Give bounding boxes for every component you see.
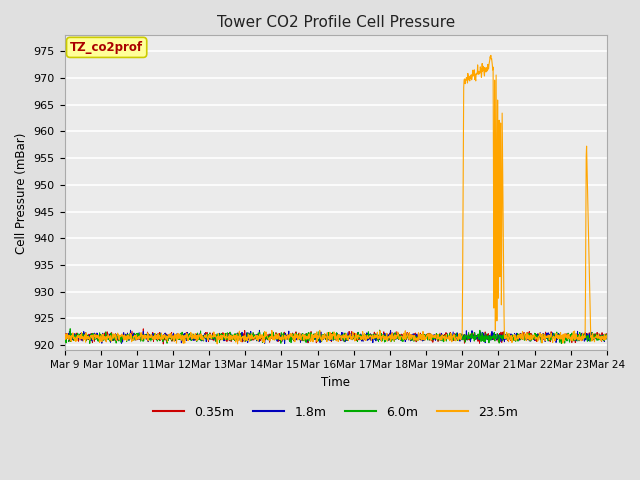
Y-axis label: Cell Pressure (mBar): Cell Pressure (mBar) [15,132,28,253]
Text: TZ_co2prof: TZ_co2prof [70,41,143,54]
X-axis label: Time: Time [321,376,350,389]
Legend: 0.35m, 1.8m, 6.0m, 23.5m: 0.35m, 1.8m, 6.0m, 23.5m [148,401,524,424]
Title: Tower CO2 Profile Cell Pressure: Tower CO2 Profile Cell Pressure [216,15,455,30]
